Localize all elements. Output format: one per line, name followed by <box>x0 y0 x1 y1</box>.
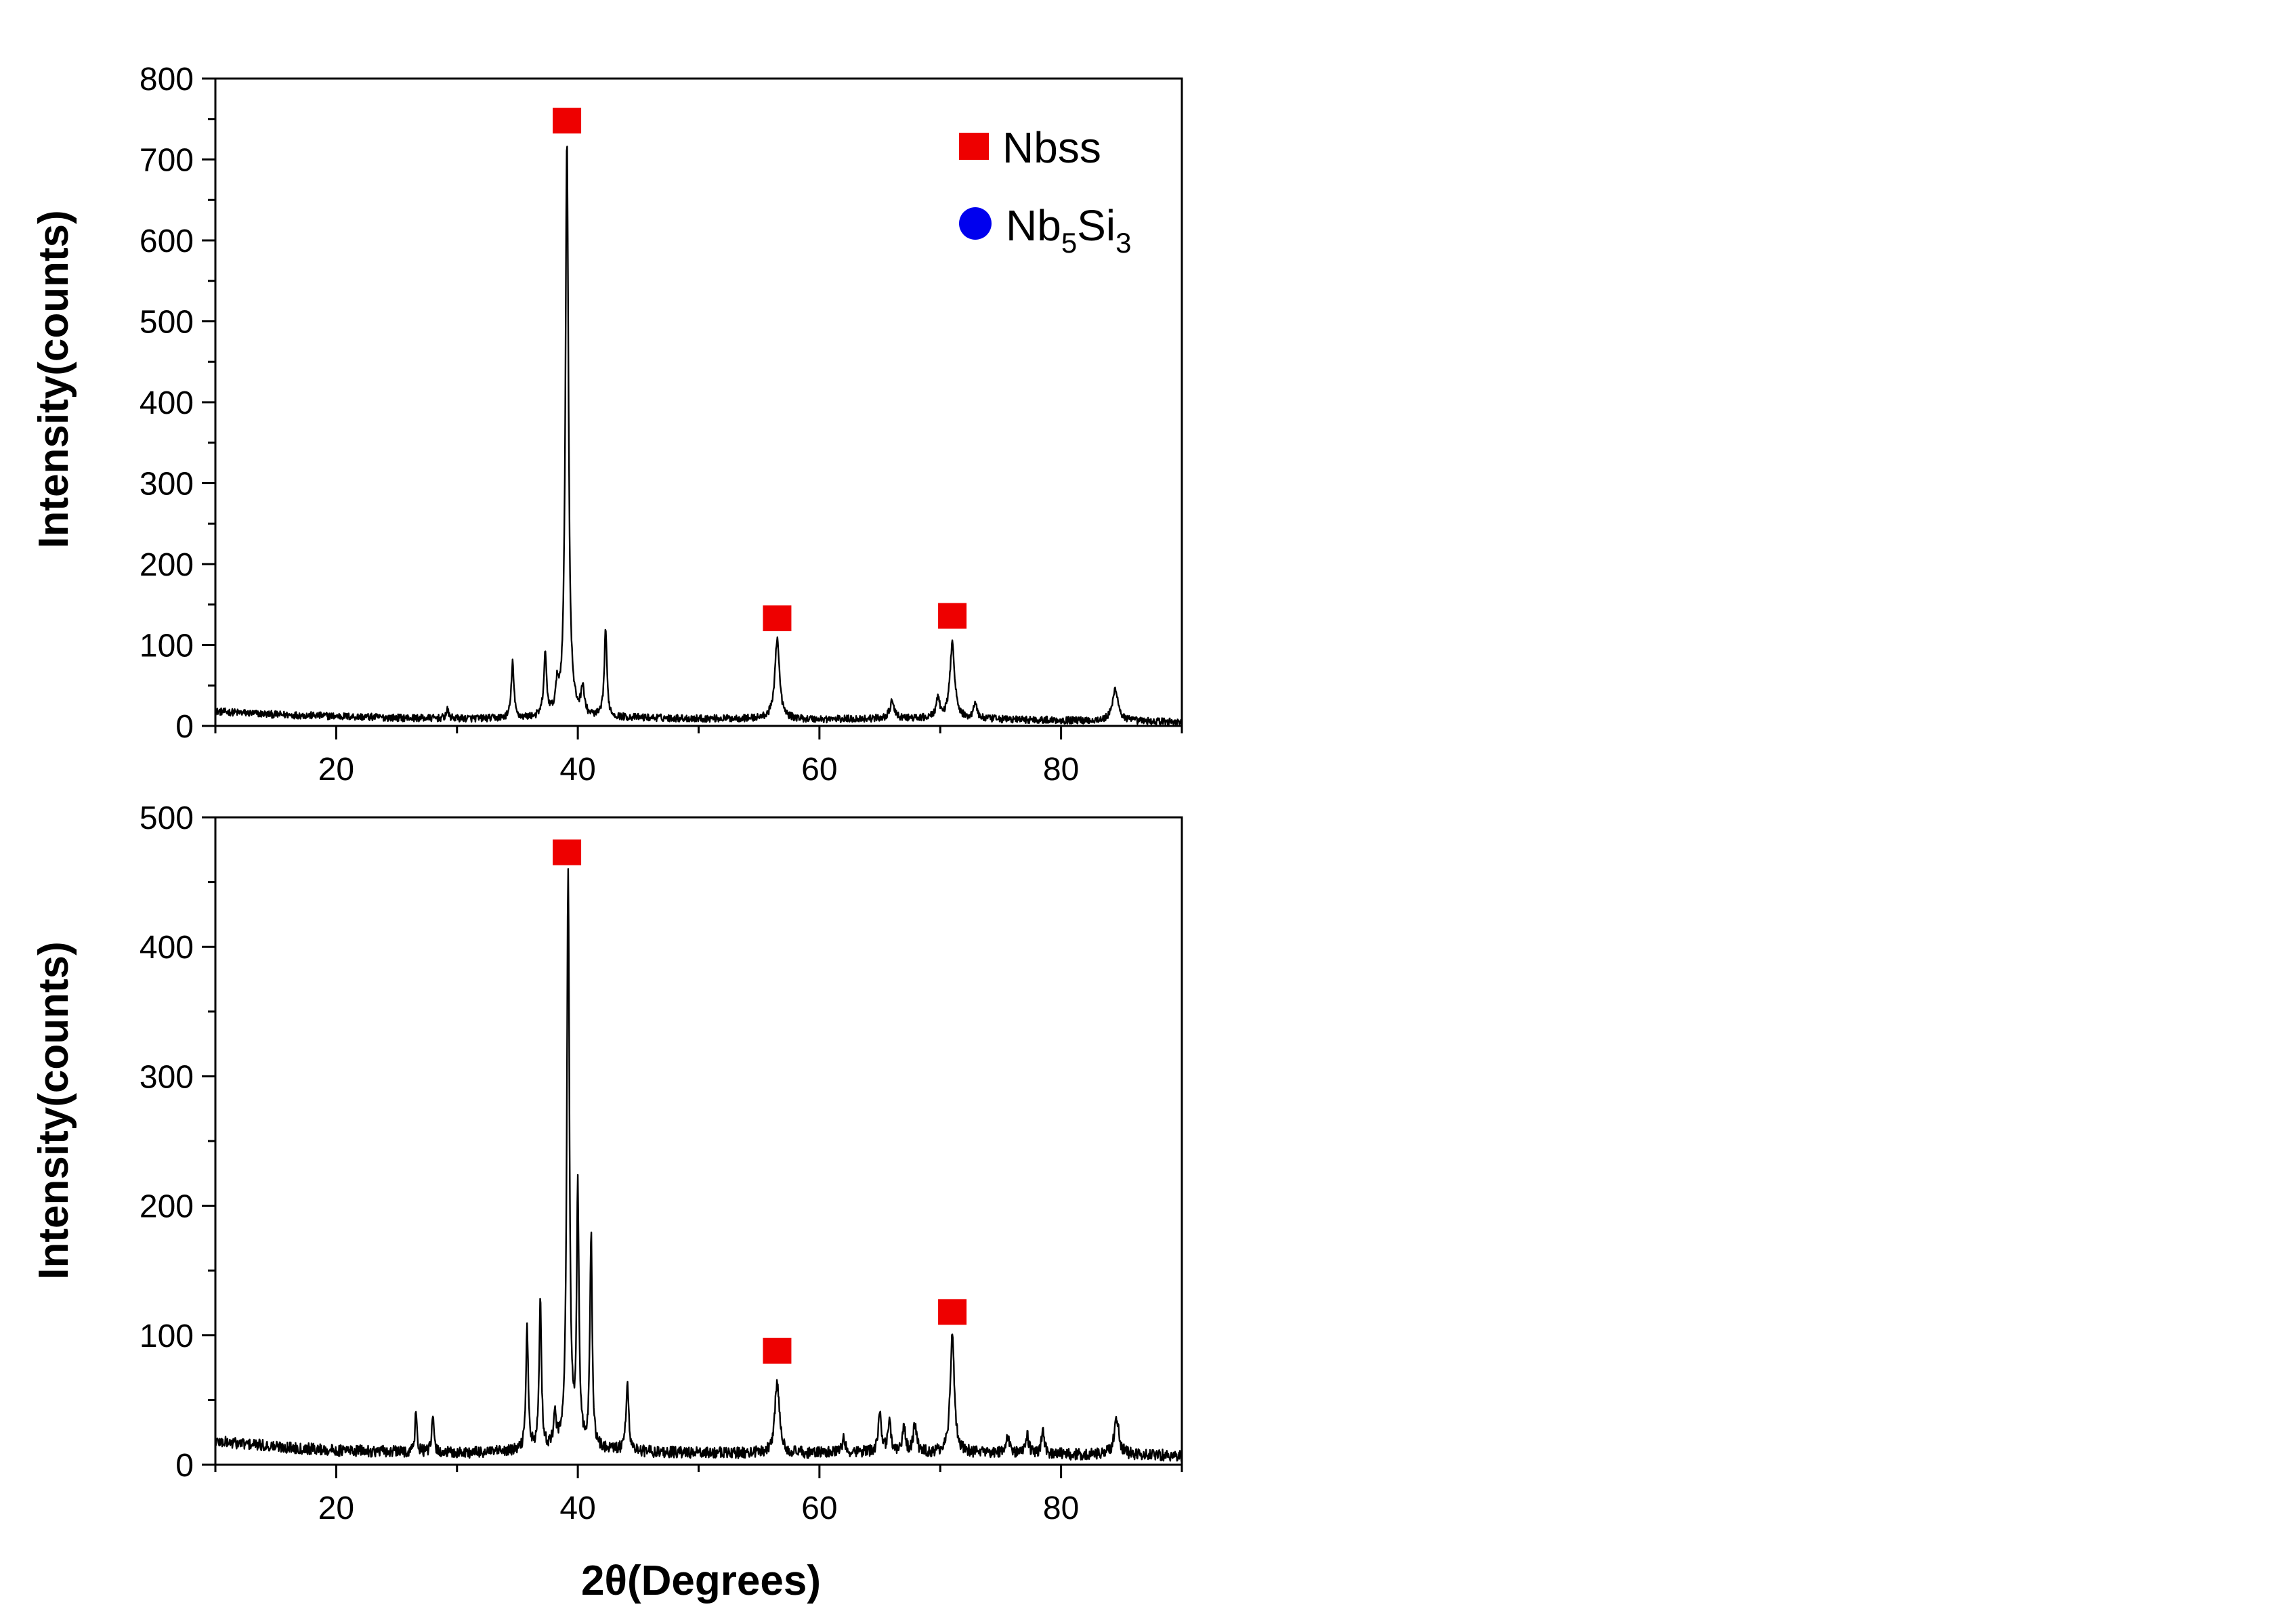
y-tick-label: 100 <box>140 628 194 664</box>
y-tick-label: 400 <box>140 930 194 966</box>
x-tick-label: 60 <box>801 752 837 788</box>
legend-nb5si3-sub2: 3 <box>1115 227 1131 259</box>
y-tick-label: 800 <box>140 62 194 98</box>
legend-nb5si3-part1: Nb <box>1006 201 1061 250</box>
y-tick-label: 500 <box>140 800 194 836</box>
x-tick-label: 20 <box>318 1490 354 1526</box>
nbss-peak-marker <box>553 108 582 134</box>
y-tick-label: 200 <box>140 1189 194 1225</box>
xrd-trace <box>215 146 1183 726</box>
legend-nb5si3-part2: Si <box>1077 201 1115 250</box>
y-tick-label: 600 <box>140 223 194 259</box>
x-tick-label: 40 <box>559 1490 595 1526</box>
x-tick-label: 80 <box>1043 752 1079 788</box>
top-xrd-panel: 0 100 200 300 400 500 600 700 800 20 40 60 80 <box>140 62 1183 788</box>
y-tick-label: 300 <box>140 467 194 502</box>
y-tick-label: 0 <box>175 709 194 745</box>
top-y-axis-title: Intensity(counts) <box>30 210 77 548</box>
nbss-peak-marker <box>553 839 582 865</box>
nbss-peak-marker <box>763 605 792 632</box>
y-tick-label: 500 <box>140 305 194 341</box>
bottom-y-axis-title: Intensity(counts) <box>30 941 77 1279</box>
y-tick-label: 400 <box>140 385 194 421</box>
y-tick-label: 300 <box>140 1059 194 1095</box>
legend-nbss-marker <box>959 133 989 160</box>
legend-nb5si3-marker <box>959 207 992 240</box>
x-tick-label: 60 <box>801 1490 837 1526</box>
y-tick-label: 0 <box>175 1448 194 1484</box>
legend-nbss-label: Nbss <box>1002 123 1101 172</box>
legend-nb5si3-sub1: 5 <box>1061 227 1077 259</box>
nbss-peak-marker <box>938 603 967 629</box>
xrd-trace <box>214 867 1183 1463</box>
bottom-xrd-panel: 0 100 200 300 400 500 20 40 60 80 <box>140 800 1183 1526</box>
x-axis-title: 2θ(Degrees) <box>581 1558 821 1604</box>
y-tick-label: 200 <box>140 547 194 583</box>
y-tick-label: 100 <box>140 1318 194 1354</box>
x-tick-label: 40 <box>559 752 595 788</box>
x-tick-label: 80 <box>1043 1490 1079 1526</box>
y-tick-label: 700 <box>140 143 194 179</box>
x-tick-label: 20 <box>318 752 354 788</box>
legend: Nbss Nb5Si3 <box>959 123 1131 259</box>
nbss-peak-marker <box>938 1299 967 1325</box>
nbss-peak-marker <box>763 1337 792 1364</box>
legend-nb5si3-label: Nb5Si3 <box>1006 201 1131 259</box>
